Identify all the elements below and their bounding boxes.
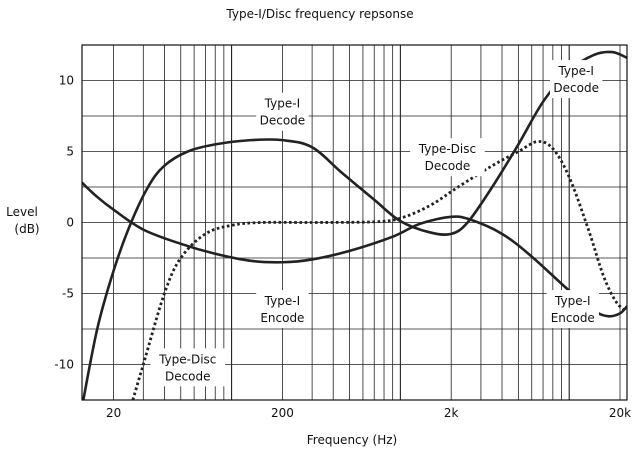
x-tick-label: 200	[271, 406, 294, 420]
annotation-type-i-decode-mid: Type-I Decode	[256, 92, 309, 131]
y-axis-label-line-1: Level	[6, 205, 38, 219]
y-tick-label: -5	[62, 287, 74, 301]
annotation-text: Type-I	[264, 294, 300, 308]
annotation-text: Type-Disc	[418, 142, 476, 156]
annotation-background	[410, 138, 485, 177]
annotation-background	[549, 60, 603, 99]
x-axis-label: Frequency (Hz)	[307, 433, 398, 447]
response-curve-2	[82, 181, 627, 318]
chart-title: Type-I/Disc frequency repsonse	[225, 7, 413, 21]
annotation-type-i-encode-right: Type-I Encode	[546, 290, 599, 329]
plot-border	[81, 44, 628, 401]
annotation-type-i-decode-right: Type-I Decode	[549, 60, 603, 99]
x-tick-label: 2k	[444, 406, 459, 420]
x-tick-labels: 20 200 2k 20k	[106, 406, 631, 420]
y-axis-label-line-2: (dB)	[14, 222, 39, 236]
annotations: Type-IDecodeType-DiscDecodeType-IDecodeT…	[150, 60, 603, 387]
annotation-text: Decode	[425, 159, 471, 173]
x-tick-label: 20	[106, 406, 121, 420]
annotation-text: Type-I	[557, 64, 593, 78]
annotation-text: Type-I	[264, 97, 300, 111]
y-tick-label: 0	[66, 216, 74, 230]
y-tick-label: 5	[66, 145, 74, 159]
annotation-background	[150, 348, 226, 387]
annotation-background	[256, 92, 309, 131]
annotation-background	[256, 290, 309, 329]
annotation-text: Type-Disc	[158, 352, 216, 366]
annotation-text: Decode	[165, 369, 211, 383]
response-curve-1	[82, 50, 627, 400]
annotation-type-i-encode-mid: Type-I Encode	[256, 290, 309, 329]
y-tick-label: -10	[54, 358, 74, 372]
annotation-type-disc-decode-mid: Type-Disc Decode	[410, 138, 485, 177]
annotation-text: Decode	[553, 81, 599, 95]
annotation-type-disc-decode-left: Type-Disc Decode	[150, 348, 226, 387]
annotation-background	[546, 290, 599, 329]
x-tick-label: 20k	[609, 406, 631, 420]
y-tick-labels: 10 5 0 -5 -10	[54, 74, 74, 372]
y-tick-label: 10	[59, 74, 74, 88]
annotation-text: Type-I	[554, 294, 590, 308]
annotation-text: Encode	[551, 311, 595, 325]
annotation-text: Encode	[260, 311, 304, 325]
annotation-text: Decode	[260, 114, 306, 128]
response-curve-3	[131, 140, 627, 400]
plot-frame	[81, 44, 628, 401]
